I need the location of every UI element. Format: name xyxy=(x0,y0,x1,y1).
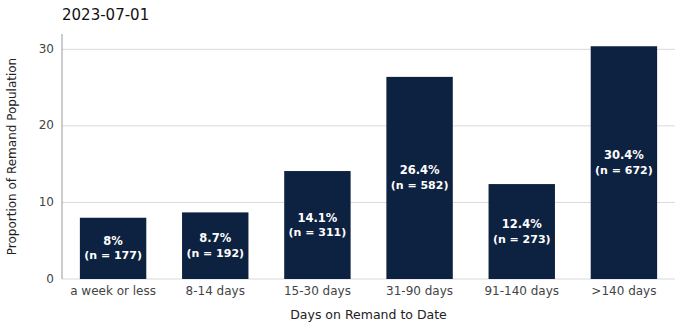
x-axis-title: Days on Remand to Date xyxy=(290,307,447,322)
grid-line xyxy=(62,202,675,203)
x-tick-label: 15-30 days xyxy=(284,284,351,298)
data-label: 8% xyxy=(103,234,123,248)
data-label: 8.7% xyxy=(199,231,231,245)
chart: 01020308%(n = 177)8.7%(n = 192)14.1%(n =… xyxy=(0,0,689,327)
grid-line xyxy=(62,125,675,126)
bar xyxy=(386,77,452,279)
count-label: (n = 273) xyxy=(493,233,551,246)
x-tick-label: 91-140 days xyxy=(484,284,559,298)
x-tick-label: a week or less xyxy=(70,284,156,298)
y-tick-label: 0 xyxy=(46,272,54,286)
y-tick-label: 20 xyxy=(39,118,54,132)
x-tick-label: >140 days xyxy=(591,284,656,298)
count-label: (n = 311) xyxy=(289,226,347,239)
y-axis-title: Proportion of Remand Population xyxy=(5,58,19,255)
bar xyxy=(284,171,350,279)
title: 2023-07-01 xyxy=(62,6,149,24)
data-label: 26.4% xyxy=(400,163,440,177)
grid-line xyxy=(62,49,675,50)
count-label: (n = 177) xyxy=(84,249,142,262)
data-label: 12.4% xyxy=(502,217,542,231)
count-label: (n = 672) xyxy=(595,164,653,177)
count-label: (n = 192) xyxy=(186,247,244,260)
count-label: (n = 582) xyxy=(391,179,449,192)
bar xyxy=(182,212,248,279)
y-axis-line xyxy=(62,34,63,279)
y-tick-label: 30 xyxy=(39,42,54,56)
data-label: 14.1% xyxy=(297,211,337,225)
bar xyxy=(591,46,657,279)
y-tick-label: 10 xyxy=(39,195,54,209)
x-tick-label: 31-90 days xyxy=(386,284,453,298)
bar xyxy=(489,184,555,279)
x-tick-label: 8-14 days xyxy=(186,284,245,298)
bars xyxy=(80,46,657,279)
bar xyxy=(80,218,146,279)
grid-line xyxy=(62,279,675,280)
data-label: 30.4% xyxy=(604,148,644,162)
